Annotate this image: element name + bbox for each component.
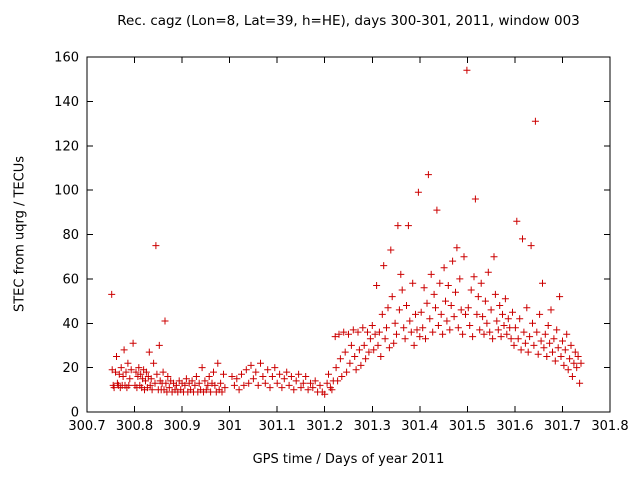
y-ticks — [87, 56, 610, 413]
x-tick-label: 301.4 — [401, 419, 438, 434]
scatter-points — [108, 66, 585, 398]
y-tick-label: 80 — [62, 228, 79, 243]
x-ticks — [86, 57, 611, 412]
x-tick-label: 301.5 — [449, 419, 486, 434]
x-tick-label: 301.2 — [306, 419, 343, 434]
y-tick-label: 120 — [54, 139, 79, 154]
x-tick-label: 301.1 — [259, 419, 296, 434]
x-tick-label: 301.8 — [591, 419, 628, 434]
y-tick-label: 140 — [54, 95, 79, 110]
chart-title: Rec. cagz (Lon=8, Lat=39, h=HE), days 30… — [117, 13, 580, 29]
x-tick-label: 300.9 — [163, 419, 200, 434]
y-tick-label: 100 — [54, 184, 79, 199]
x-axis-label: GPS time / Days of year 2011 — [252, 452, 445, 467]
x-tick-label: 301 — [217, 419, 242, 434]
plot-border — [86, 56, 611, 413]
x-tick-label: 301.3 — [354, 419, 391, 434]
y-tick-label: 40 — [62, 317, 79, 332]
y-tick-label: 0 — [71, 406, 79, 421]
x-tick-label: 301.7 — [544, 419, 581, 434]
y-tick-label: 160 — [54, 51, 79, 66]
y-tick-label: 20 — [62, 361, 79, 376]
x-tick-label: 301.6 — [496, 419, 533, 434]
y-tick-label: 60 — [62, 272, 79, 287]
x-tick-label: 300.8 — [116, 419, 153, 434]
x-tick-label: 300.7 — [68, 419, 105, 434]
